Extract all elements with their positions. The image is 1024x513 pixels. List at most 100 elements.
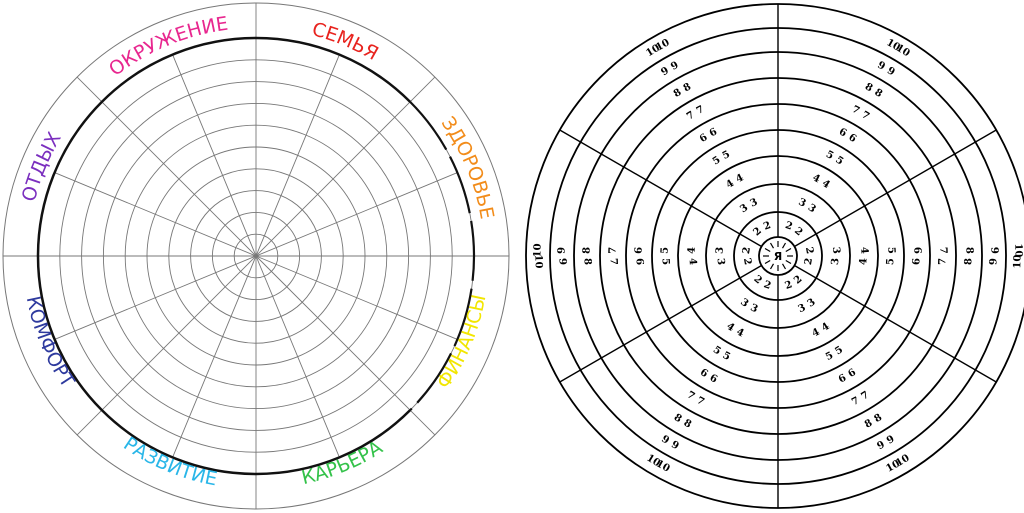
scale-number: 2 <box>751 225 763 238</box>
scale-number: 8 <box>963 247 974 254</box>
boundary-arc-left <box>36 36 257 476</box>
scale-number: 3 <box>830 258 842 266</box>
scale-number: 2 <box>741 257 753 266</box>
scale-number: 6 <box>633 247 644 254</box>
sector-line <box>559 129 762 248</box>
center-ray <box>769 242 775 249</box>
boundary-arc-bottom-right <box>255 409 412 476</box>
scale-number: 5 <box>711 344 723 357</box>
sector-line <box>559 264 762 383</box>
scale-number: 8 <box>963 258 974 265</box>
scale-number: 9 <box>669 60 680 73</box>
scale-number: 3 <box>806 202 818 215</box>
radial-line <box>54 172 257 257</box>
scale-number: 10 <box>532 254 543 268</box>
center-ray <box>769 263 775 270</box>
scale-number: 6 <box>837 126 848 139</box>
center-ray <box>781 263 787 270</box>
scale-number: 3 <box>797 302 808 315</box>
scale-number: 8 <box>872 87 884 100</box>
scale-number: 7 <box>937 258 948 265</box>
left-wheel: СЕМЬЯЗДОРОВЬЕФИНАНСЫКАРЬЕРАРАЗВИТИЕКОМФО… <box>2 2 510 510</box>
scale-number: 9 <box>988 258 999 265</box>
scale-number: 4 <box>734 327 745 340</box>
radial-line <box>54 255 257 340</box>
scale-number: 3 <box>714 258 726 266</box>
sector-line <box>794 264 997 383</box>
scale-number: 8 <box>682 418 693 431</box>
center-label: Я <box>774 250 782 263</box>
scale-number: 6 <box>708 126 719 139</box>
scale-number: 7 <box>607 247 618 254</box>
radial-line <box>255 255 340 458</box>
scale-number: 5 <box>833 344 845 357</box>
scale-number: 3 <box>797 197 808 210</box>
scale-number: 7 <box>850 104 861 117</box>
scale-number: 7 <box>695 395 706 408</box>
center-ray <box>785 259 792 265</box>
scale-number: 6 <box>837 373 848 386</box>
scale-number: 9 <box>875 439 886 452</box>
scale-number: 9 <box>885 434 897 447</box>
scale-number: 4 <box>811 172 822 185</box>
scale-number: 9 <box>885 65 897 78</box>
scale-number: 9 <box>875 60 886 73</box>
scale-number: 8 <box>682 81 693 94</box>
scale-number: 6 <box>708 373 719 386</box>
scale-number: 3 <box>806 297 818 310</box>
radial-line <box>255 255 458 340</box>
scale-number: 2 <box>741 246 753 255</box>
scale-number: 2 <box>784 279 794 292</box>
scale-number: 5 <box>885 258 896 266</box>
scale-number: 2 <box>792 274 804 287</box>
center-ray <box>764 259 771 265</box>
center-ray <box>781 242 787 249</box>
category-label: ФИНАНСЫ <box>433 293 491 393</box>
scale-number: 5 <box>824 149 835 162</box>
scale-number: 6 <box>846 367 858 380</box>
scale-number: 2 <box>803 257 815 266</box>
boundary-arc-top-right <box>255 36 412 103</box>
category-label: ОКРУЖЕНИЕ <box>105 13 230 81</box>
scale-number: 9 <box>659 434 671 447</box>
scale-number: 5 <box>833 155 845 168</box>
scale-number: 4 <box>686 258 697 266</box>
radial-line <box>255 76 436 257</box>
scale-number: 5 <box>659 247 670 255</box>
scale-number: 4 <box>724 321 736 334</box>
scale-number: 8 <box>581 258 592 265</box>
scale-number: 9 <box>659 65 671 78</box>
scale-number: 6 <box>633 258 644 265</box>
scale-number: 10 <box>532 243 543 257</box>
scale-number: 8 <box>863 81 874 94</box>
scale-number: 5 <box>711 155 723 168</box>
scale-number: 9 <box>988 247 999 254</box>
scale-number: 7 <box>607 258 618 265</box>
scale-number: 6 <box>698 367 710 380</box>
scale-number: 3 <box>738 202 750 215</box>
scale-number: 6 <box>911 258 922 265</box>
center-ray <box>764 247 771 253</box>
scale-number: 4 <box>686 247 697 255</box>
scale-number: 8 <box>872 412 884 425</box>
scale-number: 4 <box>811 327 822 340</box>
radial-line <box>172 255 257 458</box>
radial-line <box>255 54 340 257</box>
radial-line <box>76 255 257 436</box>
scale-number: 7 <box>859 109 871 122</box>
scale-number: 8 <box>672 87 684 100</box>
scale-number: 5 <box>721 149 732 162</box>
scale-number: 9 <box>556 258 567 265</box>
scale-number: 8 <box>863 418 874 431</box>
scale-number: 2 <box>762 279 772 292</box>
scale-number: 5 <box>824 350 835 363</box>
scale-number: 9 <box>556 247 567 254</box>
scale-number: 10 <box>1012 243 1023 257</box>
scale-number: 7 <box>859 389 871 402</box>
scale-number: 4 <box>724 178 736 191</box>
scale-number: 3 <box>714 246 726 254</box>
scale-number: 6 <box>698 132 710 145</box>
category-label: КОМФОРТ <box>22 294 79 392</box>
right-wheel: Я223344556677889910102233445566778899101… <box>525 3 1024 509</box>
scale-number: 6 <box>846 132 858 145</box>
